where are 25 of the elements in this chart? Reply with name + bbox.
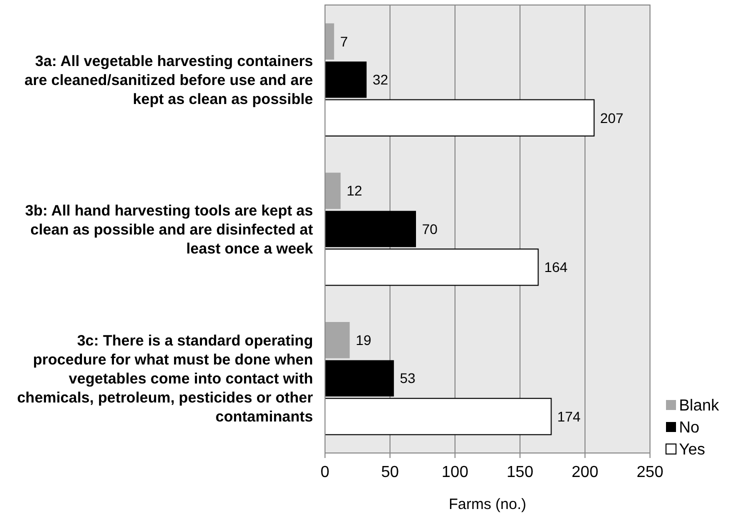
x-tick-label: 0: [320, 464, 330, 481]
x-tick-label: 50: [381, 464, 399, 481]
data-label: 53: [400, 370, 416, 386]
y-tick-label: 3b: All hand harvesting tools are kept as clean as possible and are disinfected at least once a week: [25, 202, 314, 258]
legend-label: Yes: [679, 442, 706, 459]
data-label: 174: [557, 408, 581, 424]
data-label: 70: [422, 220, 438, 237]
data-label: 12: [346, 182, 362, 199]
x-axis-title: Farms (no.): [448, 496, 526, 513]
legend-label: Blank: [679, 398, 720, 415]
bar: [325, 23, 334, 60]
x-tick-label: 200: [572, 464, 598, 481]
data-label: 207: [600, 110, 624, 126]
data-label: 7: [340, 33, 348, 50]
y-tick-label: 3c: There is a standard operating procedure for what must be done when vegetables come into contact with chemicals, petroleum, pesticides or other contaminants: [17, 332, 314, 426]
x-tick-label: 100: [442, 464, 468, 481]
x-tick-label: 150: [506, 464, 534, 481]
x-tick-label: 250: [636, 464, 664, 481]
bar: [325, 322, 350, 358]
data-label: 32: [372, 72, 388, 88]
data-label: 19: [356, 332, 372, 348]
legend-label: No: [679, 420, 700, 437]
bar: [325, 172, 341, 209]
data-label: 164: [544, 259, 568, 276]
y-tick-label: 3a: All vegetable harvesting containers are cleaned/sanitized before use and are kept as clean as possible: [24, 52, 313, 108]
